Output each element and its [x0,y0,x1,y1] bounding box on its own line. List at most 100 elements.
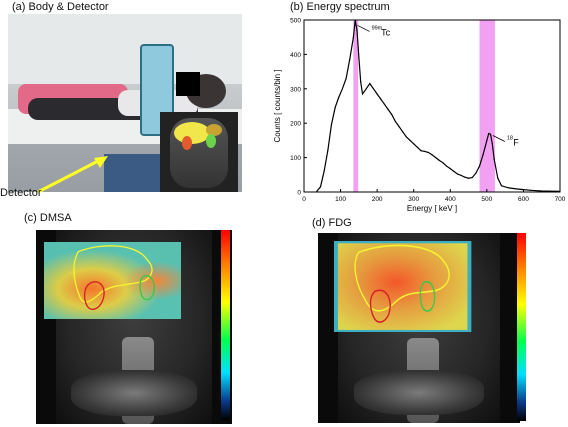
detector-label: Detector [0,187,42,199]
data-point [508,187,510,189]
data-point [391,114,393,116]
dmsa-ct-image [36,230,232,424]
data-point [427,151,429,154]
data-point [442,162,444,164]
fdg-ct-image [318,233,520,423]
data-point [438,159,440,161]
annotation-text-1: F [513,138,519,148]
data-point [319,186,322,188]
annotation-superscript-1: 18 [507,136,513,142]
data-point [541,190,543,192]
data-point [491,143,493,145]
data-point [467,177,470,179]
privacy-mask [176,72,200,96]
data-point [349,58,351,61]
data-point [345,77,347,80]
data-point [341,88,343,90]
detector-box [104,154,164,192]
highlight-band-0 [353,20,359,192]
data-point [416,146,418,148]
data-point [387,108,389,111]
data-point [420,150,422,152]
data-point [327,150,329,152]
data-point [361,93,364,95]
y-tick-label: 200 [290,121,301,128]
inset-liver [174,122,210,144]
panel-b-label: (b) Energy spectrum [290,1,390,13]
data-point [394,120,397,123]
x-tick-label: 500 [481,196,492,203]
data-point [431,154,433,156]
data-point [486,139,488,141]
x-tick-label: 300 [408,196,419,203]
ct-pelvis [354,369,484,416]
x-tick-label: 600 [518,196,529,203]
y-tick-label: 400 [290,52,301,59]
fdg-heatmap [334,240,472,332]
data-point [559,190,561,192]
y-tick-label: 0 [297,190,301,197]
data-point [369,83,371,85]
data-point [449,168,451,170]
data-point [460,174,462,177]
x-tick-label: 0 [302,196,306,203]
data-point [493,158,495,160]
x-tick-label: 400 [445,196,456,203]
data-point [453,170,455,172]
annotation-text-0: Tc [381,27,391,37]
annotation-pointer-0 [357,25,370,32]
data-point [424,150,426,153]
x-tick-label: 200 [372,196,383,203]
inset-image [160,112,238,192]
data-point [380,98,382,100]
data-point [478,165,481,167]
data-point [488,132,490,135]
data-point [352,36,354,38]
data-point [334,107,336,109]
annotation-pointer-1 [492,135,506,142]
data-point [446,165,448,167]
annotation-superscript-0: 99m [372,25,383,31]
x-tick-label: 700 [555,196,566,203]
data-point [360,81,362,83]
data-point [530,189,532,191]
data-point [413,143,415,145]
data-point [354,19,356,21]
dmsa-heatmap [43,241,182,320]
x-tick-label: 100 [335,196,346,203]
y-axis-label: Counts [ counts/bin ] [273,70,282,143]
data-point [402,131,404,133]
panel-a-label: (a) Body & Detector [12,1,109,13]
data-point [464,176,466,178]
data-point [316,190,318,192]
fdg-colorbar [517,233,526,421]
ct-pelvis [71,369,197,417]
data-point [338,96,340,98]
highlight-band-1 [479,20,495,192]
data-point [330,124,333,126]
data-point [376,93,378,95]
wall [8,14,242,84]
data-point [358,57,360,59]
data-point [457,173,459,175]
data-point [372,88,375,90]
data-point [482,153,484,155]
y-tick-label: 100 [290,155,301,162]
x-axis-label: Energy [ keV ] [407,204,457,213]
y-tick-label: 500 [290,18,301,25]
data-point [405,136,407,138]
energy-spectrum-chart: 0 100 200 300 400 500 600 700 0 100 200 300 400 500 En… [273,18,566,214]
inset-kidney-left [206,134,216,148]
data-point [522,188,525,191]
data-point [471,176,473,179]
panel-d-label: (d) FDG [312,217,352,229]
data-point [323,170,325,172]
data-point [356,29,358,31]
y-tick-label: 300 [290,86,301,93]
plot-frame [303,19,561,193]
data-point [489,133,492,135]
data-point [435,157,437,159]
inset-spleen [206,124,222,136]
data-point [515,188,517,190]
dmsa-colorbar [221,230,230,420]
